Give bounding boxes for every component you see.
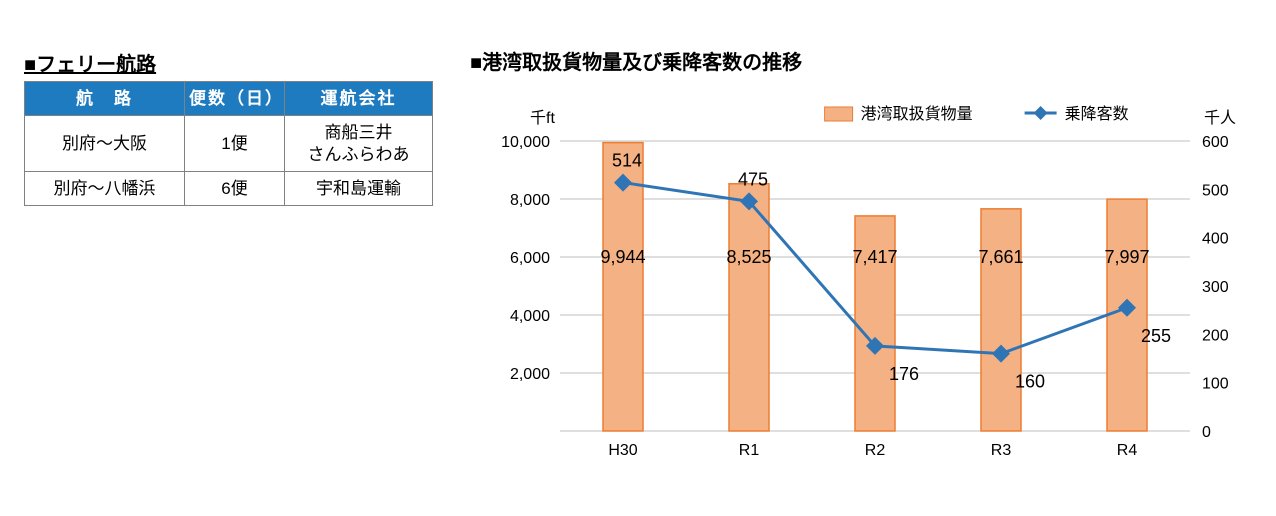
category-label: H30 [608,442,637,459]
line-value-label: 160 [1015,372,1045,392]
chart-title: ■港湾取扱貨物量及び乗降客数の推移 [470,46,1260,75]
left-tick-label: 2,000 [510,366,550,383]
bar-value-label: 7,997 [1104,247,1149,267]
ferry-table-title: ■フェリー航路 [24,48,432,77]
right-tick-label: 100 [1202,376,1229,393]
left-tick-label: 4,000 [510,308,550,325]
table-row: 別府～八幡浜 6便 宇和島運輸 [25,171,433,205]
ferry-th-operator: 運航会社 [285,82,433,116]
category-label: R3 [991,442,1012,459]
ferry-cell-operator: 商船三井 さんふらわあ [285,116,433,172]
chart-block: ■港湾取扱貨物量及び乗降客数の推移 2,000 4,000 6,000 8,000 10… [470,46,1260,481]
category-label: R2 [865,442,886,459]
right-tick-label: 200 [1202,327,1229,344]
ferry-th-route: 航 路 [25,82,185,116]
category-label: R1 [739,442,760,459]
right-tick-label: 0 [1202,424,1211,441]
chart-legend: 港湾取扱貨物量 乗降客数 [825,105,1129,123]
bar-value-label: 8,525 [726,247,771,267]
bar [729,184,769,431]
left-unit-label: 千ft [530,109,555,127]
line-value-label: 255 [1141,326,1171,346]
ferry-cell-route: 別府～八幡浜 [25,171,185,205]
line-value-label: 176 [889,364,919,384]
ferry-table-block: ■フェリー航路 航 路 便数（日） 運航会社 別府～大阪 1便 商船三井 さんふ… [24,48,432,206]
ferry-th-count: 便数（日） [185,82,285,116]
right-unit-label: 千人 [1204,109,1236,127]
bar-value-label: 7,417 [852,247,897,267]
ferry-cell-count: 6便 [185,171,285,205]
ferry-table: 航 路 便数（日） 運航会社 別府～大阪 1便 商船三井 さんふらわあ 別府～八… [24,81,433,206]
right-tick-label: 500 [1202,182,1229,199]
ferry-tbody: 別府～大阪 1便 商船三井 さんふらわあ 別府～八幡浜 6便 宇和島運輸 [25,116,433,206]
category-label: R4 [1117,442,1138,459]
chart-canvas: 2,000 4,000 6,000 8,000 10,000 0 100 200 300 400 5… [470,81,1260,481]
bar-value-label: 7,661 [978,247,1023,267]
left-tick-label: 10,000 [501,134,550,151]
bar-value-label: 9,944 [600,247,645,267]
left-tick-label: 8,000 [510,192,550,209]
right-tick-label: 600 [1202,134,1229,151]
table-row: 別府～大阪 1便 商船三井 さんふらわあ [25,116,433,172]
left-tick-label: 6,000 [510,250,550,267]
legend-line-label: 乗降客数 [1065,105,1129,123]
right-tick-label: 300 [1202,279,1229,296]
bar [981,209,1021,431]
ferry-cell-count: 1便 [185,116,285,172]
line-value-label: 475 [738,169,768,189]
ferry-cell-operator: 宇和島運輸 [285,171,433,205]
line-value-label: 514 [612,151,642,171]
legend-bar-label: 港湾取扱貨物量 [861,105,973,123]
right-tick-label: 400 [1202,231,1229,248]
ferry-cell-route: 別府～大阪 [25,116,185,172]
